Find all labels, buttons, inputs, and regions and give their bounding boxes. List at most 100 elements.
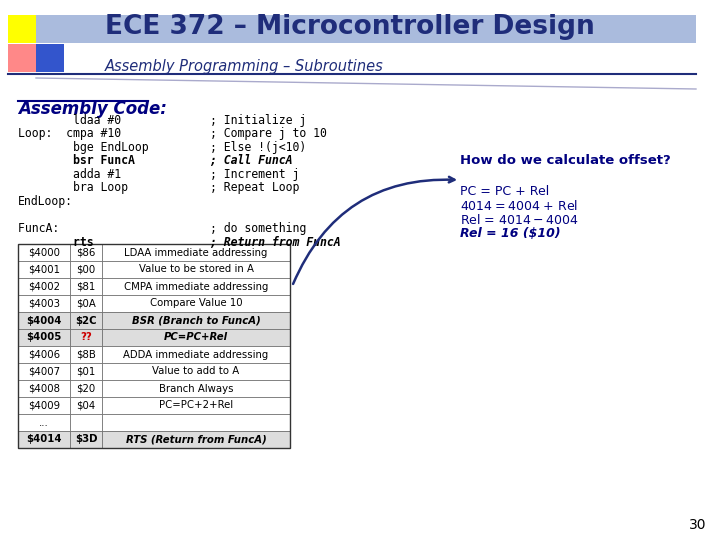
Bar [102,363,290,380]
Text: $4006: $4006 [28,349,60,360]
Text: $4005: $4005 [27,333,62,342]
Bar [70,397,102,414]
Text: ; Call FuncA: ; Call FuncA [210,154,292,167]
Text: $4002: $4002 [28,281,60,292]
Bar [70,312,102,329]
Text: $00: $00 [76,265,96,274]
Text: Value to add to A: Value to add to A [153,367,240,376]
Text: $81: $81 [76,281,96,292]
Text: $4014: $4014 [26,435,62,444]
Bar [18,244,70,261]
Text: bra Loop: bra Loop [18,181,163,194]
Bar [8,44,36,72]
Text: $04: $04 [76,401,96,410]
Text: ; Compare j to 10: ; Compare j to 10 [210,127,327,140]
Text: RTS (Return from FuncA): RTS (Return from FuncA) [125,435,266,444]
Text: $20: $20 [76,383,96,394]
Text: ADDA immediate addressing: ADDA immediate addressing [123,349,269,360]
Text: BSR (Branch to FuncA): BSR (Branch to FuncA) [132,315,261,326]
Bar [102,329,290,346]
Text: $4007: $4007 [28,367,60,376]
Text: PC=PC+Rel: PC=PC+Rel [164,333,228,342]
Bar [102,380,290,397]
Bar [18,295,70,312]
Bar [102,261,290,278]
Text: 30: 30 [688,518,706,532]
Text: FuncA:: FuncA: [18,222,163,235]
Bar [102,278,290,295]
Bar [70,278,102,295]
Bar [18,329,70,346]
Text: ; Repeat Loop: ; Repeat Loop [210,181,300,194]
Bar [70,363,102,380]
Text: ECE 372 – Microcontroller Design: ECE 372 – Microcontroller Design [105,14,595,40]
Bar [102,397,290,414]
Bar [18,278,70,295]
Bar [18,346,70,363]
Text: PC = PC + Rel: PC = PC + Rel [460,185,549,198]
Text: ...: ... [39,417,49,428]
Text: $4000: $4000 [28,247,60,258]
Text: $3D: $3D [75,435,97,444]
Text: CMPA immediate addressing: CMPA immediate addressing [124,281,268,292]
Bar [18,261,70,278]
Bar [70,380,102,397]
Bar [102,346,290,363]
Text: $8B: $8B [76,349,96,360]
Text: rts: rts [18,235,163,248]
Text: ; Else !(j<10): ; Else !(j<10) [210,141,306,154]
Text: ; Return from FuncA: ; Return from FuncA [210,235,341,248]
Text: $4001: $4001 [28,265,60,274]
Text: $0A: $0A [76,299,96,308]
Text: $4009: $4009 [28,401,60,410]
Text: Assembly Code:: Assembly Code: [18,100,167,118]
Text: Branch Always: Branch Always [158,383,233,394]
Text: Compare Value 10: Compare Value 10 [150,299,243,308]
Bar [18,397,70,414]
Bar [102,312,290,329]
Bar [36,44,64,72]
Bar [102,431,290,448]
Bar [36,15,696,43]
Bar [70,261,102,278]
Text: How do we calculate offset?: How do we calculate offset? [460,154,671,167]
Bar [102,414,290,431]
Text: Rel = $4014 - $4004: Rel = $4014 - $4004 [460,213,578,227]
Text: $4004: $4004 [27,315,62,326]
Text: $86: $86 [76,247,96,258]
Text: LDAA immediate addressing: LDAA immediate addressing [125,247,268,258]
Bar [18,380,70,397]
Text: Value to be stored in A: Value to be stored in A [138,265,253,274]
Text: bsr FuncA: bsr FuncA [18,154,163,167]
Text: EndLoop:: EndLoop: [18,195,73,208]
Text: $4003: $4003 [28,299,60,308]
Text: Loop:  cmpa #10: Loop: cmpa #10 [18,127,163,140]
Bar [102,244,290,261]
Text: ; Initialize j: ; Initialize j [210,114,306,127]
Bar [70,414,102,431]
Bar [70,329,102,346]
Bar [18,312,70,329]
Text: ldaa #0: ldaa #0 [18,114,163,127]
Text: ; Increment j: ; Increment j [210,168,300,181]
Bar [70,346,102,363]
Text: adda #1: adda #1 [18,168,163,181]
Bar [70,295,102,312]
Text: Rel = 16 ($10): Rel = 16 ($10) [460,227,561,240]
Text: PC=PC+2+Rel: PC=PC+2+Rel [159,401,233,410]
Bar [70,244,102,261]
Bar [70,431,102,448]
Text: $4008: $4008 [28,383,60,394]
Text: $01: $01 [76,367,96,376]
Bar [18,414,70,431]
Text: Assembly Programming – Subroutines: Assembly Programming – Subroutines [105,58,384,73]
Text: $4014 = $4004 + Rel: $4014 = $4004 + Rel [460,199,578,213]
Bar [18,244,290,448]
Text: ; do something: ; do something [210,222,306,235]
Text: ??: ?? [80,333,92,342]
Bar [102,295,290,312]
Text: bge EndLoop: bge EndLoop [18,141,163,154]
Bar [18,431,70,448]
Bar [18,363,70,380]
Text: $2C: $2C [76,315,96,326]
